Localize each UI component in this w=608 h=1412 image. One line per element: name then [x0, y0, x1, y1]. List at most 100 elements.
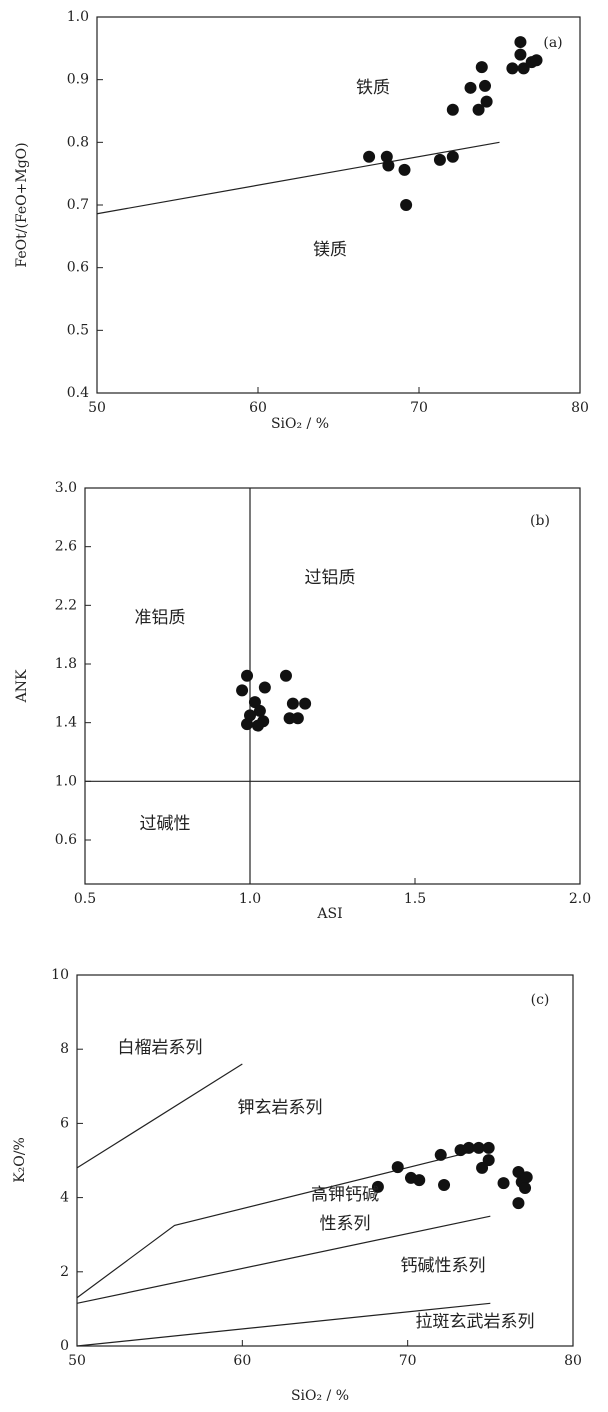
x-tick-label: 2.0	[569, 891, 591, 907]
y-tick-label: 4	[60, 1190, 69, 1206]
data-point	[464, 81, 477, 94]
y-tick-label: 0.5	[67, 322, 89, 338]
data-point	[519, 1181, 532, 1194]
x-tick-label: 60	[233, 1353, 251, 1369]
y-tick-label: 1.8	[55, 656, 77, 672]
y-tick-label: 1.0	[55, 773, 77, 789]
data-point	[520, 1171, 533, 1184]
region-label: 镁质	[313, 240, 347, 260]
boundary-line	[76, 1215, 491, 1304]
y-axis-label: K₂O/%	[12, 1137, 28, 1183]
y-axis-label: ANK	[14, 669, 30, 703]
y-tick-label: 2	[60, 1264, 69, 1280]
data-point	[398, 163, 411, 176]
y-tick-label: 0.6	[67, 260, 89, 276]
y-tick-label: 0.7	[67, 197, 89, 213]
region-label: 钙碱性系列	[401, 1256, 486, 1276]
data-point	[299, 697, 312, 710]
x-tick-label: 1.0	[239, 891, 261, 907]
data-point	[482, 1141, 495, 1154]
x-axis-label: ASI	[316, 906, 342, 922]
y-tick-label: 3.0	[55, 480, 77, 496]
region-label: 拉斑玄武岩系列	[416, 1312, 535, 1332]
x-tick-label: 60	[249, 400, 267, 416]
y-tick-label: 2.2	[55, 597, 77, 613]
y-tick-label: 1.0	[67, 9, 89, 25]
y-tick-label: 6	[60, 1115, 69, 1131]
data-point	[512, 1197, 525, 1210]
data-point	[517, 62, 530, 75]
data-point	[476, 1161, 489, 1174]
region-label: 高钾钙碱	[311, 1185, 379, 1205]
x-axis-label: SiO₂ / %	[291, 1388, 349, 1404]
data-point	[472, 103, 485, 116]
data-point	[363, 150, 376, 163]
region-label: 准铝质	[135, 608, 186, 628]
region-label: 铁质	[356, 78, 390, 98]
y-tick-label: 0.8	[67, 134, 89, 150]
y-tick-label: 0	[60, 1338, 69, 1354]
x-tick-label: 80	[571, 400, 589, 416]
x-axis-label: SiO₂ / %	[271, 416, 329, 432]
data-point	[413, 1174, 426, 1187]
data-point	[482, 1154, 495, 1167]
data-point	[472, 1141, 485, 1154]
y-tick-label: 10	[51, 967, 69, 983]
plot-frame	[96, 16, 581, 394]
region-label: 白榴岩系列	[118, 1038, 203, 1058]
x-tick-label: 70	[410, 400, 428, 416]
x-tick-label: 50	[68, 1353, 86, 1369]
plot-frame	[84, 487, 581, 885]
boundary-line	[76, 1302, 491, 1347]
data-point	[253, 704, 266, 717]
y-tick-label: 0.4	[67, 385, 89, 401]
boundary-line	[96, 141, 500, 215]
region-label: 过铝质	[305, 568, 356, 588]
data-point	[462, 1141, 475, 1154]
data-point	[251, 719, 264, 732]
data-point	[530, 54, 543, 67]
region-label: 过碱性	[140, 814, 191, 834]
y-tick-label: 0.6	[55, 832, 77, 848]
y-tick-label: 0.9	[67, 72, 89, 88]
data-point	[279, 669, 292, 682]
data-point	[446, 103, 459, 116]
data-point	[236, 684, 249, 697]
data-point	[241, 669, 254, 682]
data-point	[497, 1177, 510, 1190]
data-point	[434, 1148, 447, 1161]
data-point	[400, 199, 413, 211]
x-tick-label: 50	[88, 400, 106, 416]
data-point	[438, 1178, 451, 1191]
data-point	[514, 36, 527, 49]
data-point	[475, 61, 488, 74]
y-tick-label: 1.4	[55, 715, 77, 731]
boundary-line	[76, 1150, 474, 1299]
region-label: 钾玄岩系列	[238, 1098, 323, 1118]
x-tick-label: 1.5	[404, 891, 426, 907]
data-point	[283, 712, 296, 725]
data-point	[479, 79, 492, 92]
y-tick-label: 2.6	[55, 539, 77, 555]
data-point	[241, 718, 254, 731]
y-tick-label: 8	[60, 1041, 69, 1057]
data-point	[248, 696, 261, 709]
panel-label: (a)	[543, 35, 562, 51]
data-point	[433, 153, 446, 166]
panel-label: (c)	[531, 992, 550, 1008]
data-point	[506, 62, 519, 75]
data-point	[514, 48, 527, 61]
x-tick-label: 80	[564, 1353, 582, 1369]
data-point	[382, 159, 395, 172]
region-label: 性系列	[320, 1214, 371, 1234]
data-point	[286, 697, 299, 710]
data-point	[258, 681, 271, 694]
x-tick-label: 70	[399, 1353, 417, 1369]
boundary-line	[76, 1063, 243, 1169]
panel-label: (b)	[530, 513, 550, 529]
data-point	[480, 95, 493, 108]
data-point	[446, 150, 459, 163]
plot-frame	[76, 974, 574, 1347]
